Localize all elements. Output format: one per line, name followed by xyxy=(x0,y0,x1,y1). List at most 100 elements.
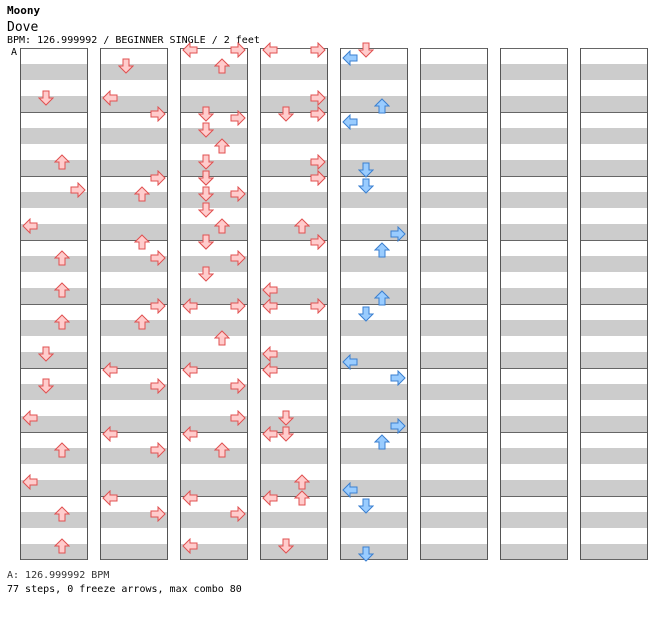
beat-stripe xyxy=(341,384,407,400)
beat-stripe xyxy=(101,64,167,80)
beat-stripe xyxy=(341,512,407,528)
beat-stripe xyxy=(501,64,567,80)
measure-line xyxy=(341,240,407,241)
measure-line xyxy=(501,368,567,369)
column-bottom-line xyxy=(421,559,487,560)
beat-stripe xyxy=(421,224,487,240)
measure-line xyxy=(261,176,327,177)
step-arrow-up xyxy=(374,290,390,306)
step-arrow-down xyxy=(38,346,54,362)
beat-stripe xyxy=(501,192,567,208)
step-arrow-down xyxy=(198,170,214,186)
beat-stripe xyxy=(421,320,487,336)
beat-stripe xyxy=(21,512,87,528)
step-arrow-left xyxy=(262,42,278,58)
step-arrow-up xyxy=(214,138,230,154)
beat-stripe xyxy=(501,288,567,304)
measure-line xyxy=(101,304,167,305)
step-arrow-up xyxy=(54,250,70,266)
beat-stripe xyxy=(341,544,407,560)
measure-line xyxy=(181,48,247,49)
chart-column xyxy=(580,48,648,560)
beat-stripe xyxy=(101,352,167,368)
measure-line xyxy=(341,112,407,113)
beat-stripe xyxy=(581,352,647,368)
step-arrow-left xyxy=(22,218,38,234)
step-arrow-right xyxy=(230,186,246,202)
measure-line xyxy=(421,48,487,49)
stepfile-title: Moony xyxy=(7,4,41,17)
step-arrow-up xyxy=(54,538,70,554)
beat-stripe xyxy=(421,192,487,208)
measure-line xyxy=(341,368,407,369)
beat-stripe xyxy=(501,320,567,336)
beat-stripe xyxy=(501,416,567,432)
step-arrow-right xyxy=(150,170,166,186)
measure-line xyxy=(21,368,87,369)
beat-stripe xyxy=(261,128,327,144)
step-arrow-up xyxy=(134,234,150,250)
beat-stripe xyxy=(581,288,647,304)
step-arrow-right xyxy=(390,370,406,386)
measure-line xyxy=(341,432,407,433)
step-arrow-down xyxy=(358,162,374,178)
beat-stripe xyxy=(341,256,407,272)
measure-line xyxy=(581,112,647,113)
beat-stripe xyxy=(181,448,247,464)
step-arrow-right xyxy=(230,506,246,522)
measure-line xyxy=(21,176,87,177)
beat-stripe xyxy=(581,96,647,112)
step-stats: 77 steps, 0 freeze arrows, max combo 80 xyxy=(7,584,242,595)
step-arrow-right xyxy=(150,106,166,122)
beat-stripe xyxy=(421,544,487,560)
step-arrow-right xyxy=(230,378,246,394)
beat-stripe xyxy=(341,288,407,304)
beat-stripe xyxy=(21,352,87,368)
measure-line xyxy=(101,496,167,497)
chart-meta: BPM: 126.999992 / BEGINNER SINGLE / 2 fe… xyxy=(7,35,260,46)
step-arrow-up xyxy=(214,442,230,458)
beat-stripe xyxy=(21,384,87,400)
measure-line xyxy=(421,112,487,113)
measure-line xyxy=(421,432,487,433)
beat-stripe xyxy=(261,256,327,272)
beat-stripe xyxy=(421,416,487,432)
step-arrow-up xyxy=(54,442,70,458)
beat-stripe xyxy=(261,416,327,432)
chart-column xyxy=(100,48,168,560)
beat-stripe xyxy=(21,96,87,112)
beat-stripe xyxy=(101,224,167,240)
beat-stripe xyxy=(341,448,407,464)
measure-line xyxy=(501,240,567,241)
beat-stripe xyxy=(101,320,167,336)
measure-line xyxy=(581,48,647,49)
beat-stripe xyxy=(101,544,167,560)
beat-stripe xyxy=(21,544,87,560)
measure-line xyxy=(181,176,247,177)
step-arrow-down xyxy=(358,42,374,58)
beat-stripe xyxy=(21,288,87,304)
step-arrow-right xyxy=(230,110,246,126)
step-arrow-right xyxy=(310,106,326,122)
measure-line xyxy=(421,496,487,497)
beat-stripe xyxy=(101,288,167,304)
step-arrow-down xyxy=(38,378,54,394)
beat-stripe xyxy=(581,384,647,400)
step-arrow-left xyxy=(262,362,278,378)
measure-line xyxy=(261,48,327,49)
chart-column xyxy=(20,48,88,560)
beat-stripe xyxy=(181,64,247,80)
beat-stripe xyxy=(421,96,487,112)
column-bottom-line xyxy=(101,559,167,560)
beat-stripe xyxy=(501,448,567,464)
beat-stripe xyxy=(261,448,327,464)
beat-stripe xyxy=(501,512,567,528)
measure-line xyxy=(421,304,487,305)
step-arrow-down xyxy=(198,106,214,122)
step-arrow-right xyxy=(310,298,326,314)
step-arrow-left xyxy=(102,362,118,378)
step-arrow-down xyxy=(358,546,374,562)
beat-stripe xyxy=(581,192,647,208)
beat-stripe xyxy=(341,96,407,112)
beat-stripe xyxy=(501,256,567,272)
